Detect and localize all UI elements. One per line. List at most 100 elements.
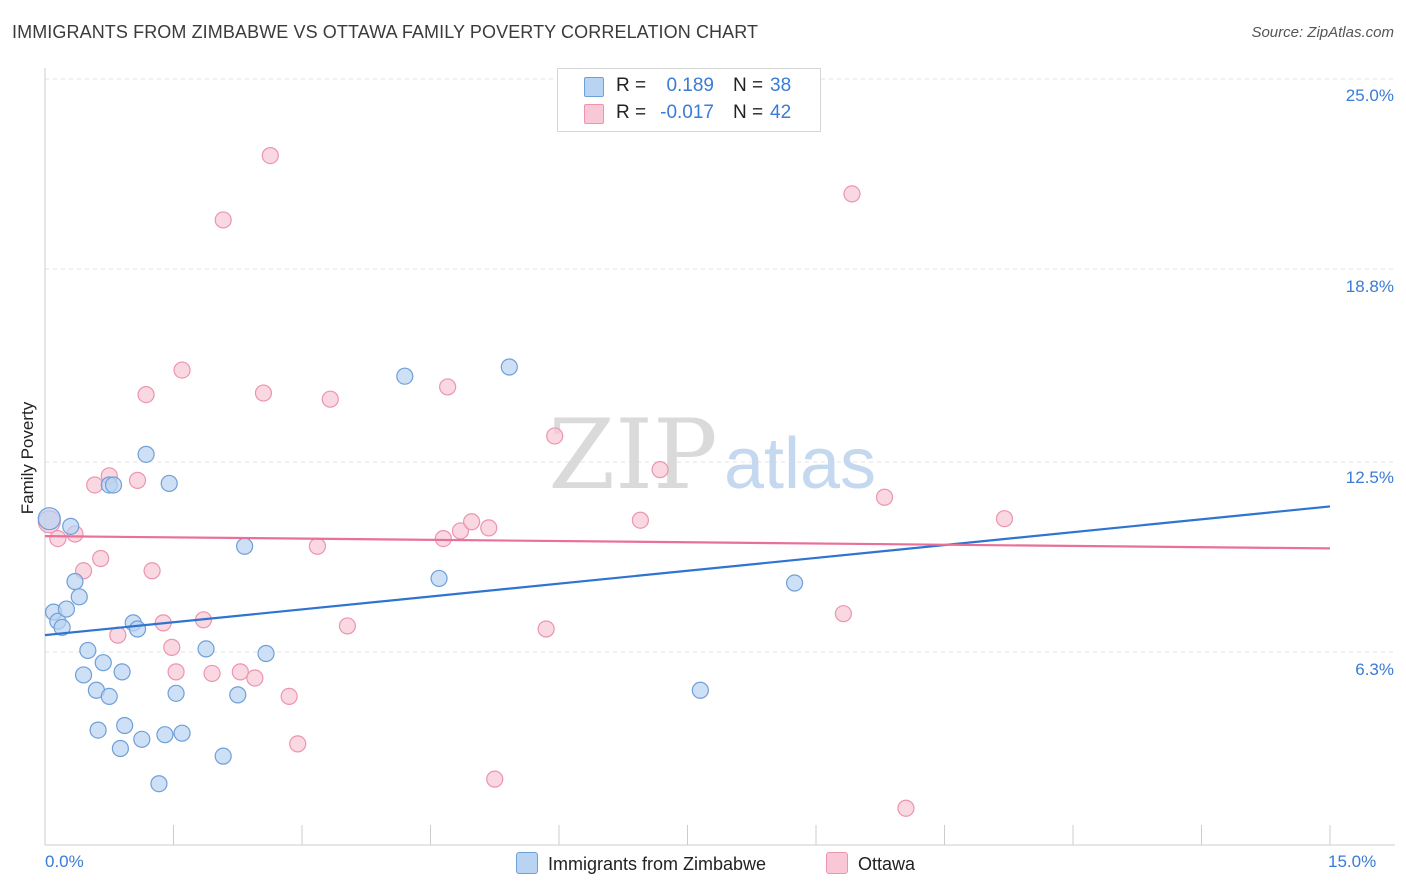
ottawa-point: [137, 385, 155, 404]
zimbabwe-point: [66, 572, 84, 591]
zimbabwe-point: [236, 537, 254, 555]
ottawa-point: [897, 799, 915, 817]
zimbabwe-point: [430, 569, 448, 588]
ottawa-point: [463, 513, 481, 531]
ottawa-point: [480, 519, 498, 537]
ottawa-point: [834, 605, 853, 623]
zimbabwe-point: [104, 476, 123, 494]
ottawa-point: [439, 378, 457, 396]
zimbabwe-point: [691, 681, 709, 699]
y-tick-label: 18.8%: [1345, 277, 1394, 296]
zimbabwe-point: [167, 684, 185, 702]
ottawa-point: [143, 562, 161, 580]
ottawa-point: [280, 687, 298, 705]
zimbabwe-point: [128, 620, 147, 638]
ottawa-point: [434, 529, 452, 548]
legend-swatch-pink: [584, 104, 604, 124]
ottawa-trend-line: [44, 535, 1331, 550]
zimbabwe-point: [137, 445, 155, 463]
trend-lines: [44, 505, 1331, 637]
zimbabwe-point: [89, 721, 107, 739]
x-tick-label-min: 0.0%: [45, 852, 84, 871]
ottawa-point: [338, 617, 357, 635]
ottawa-point: [321, 390, 339, 408]
source-label: Source: ZipAtlas.com: [1251, 24, 1394, 41]
ottawa-point: [308, 537, 327, 555]
ottawa-point: [163, 638, 181, 656]
zimbabwe-point: [113, 663, 131, 681]
zimbabwe-point: [62, 517, 80, 535]
legend-swatch-blue: [584, 77, 604, 97]
ottawa-point: [49, 529, 67, 548]
watermark-zip: ZIP: [548, 399, 717, 511]
bottom-legend-zimbabwe: Immigrants from Zimbabwe: [516, 852, 766, 875]
ottawa-point: [173, 361, 191, 379]
ottawa-point: [631, 511, 649, 529]
y-tick-label: 12.5%: [1345, 468, 1394, 487]
zimbabwe-point: [173, 724, 191, 742]
legend-n-value: 42: [770, 102, 792, 123]
zimbabwe-point: [156, 726, 174, 744]
legend-n-label: N =: [733, 75, 764, 96]
zimbabwe-point: [111, 739, 129, 758]
legend-row-zimbabwe: R = 0.189 N = 38: [558, 73, 820, 99]
ottawa-point: [537, 620, 555, 638]
zimbabwe-point: [133, 730, 151, 748]
ottawa-points: [37, 147, 1014, 817]
zimbabwe-point: [229, 686, 247, 704]
watermark: ZIP atlas: [548, 399, 876, 511]
ottawa-point: [167, 663, 185, 681]
bottom-legend-label: Ottawa: [858, 854, 916, 874]
ottawa-point: [486, 770, 504, 788]
zimbabwe-point: [53, 618, 71, 637]
legend-r-label: R =: [616, 75, 647, 96]
zimbabwe-point: [37, 507, 61, 531]
ottawa-point: [289, 735, 307, 753]
ottawa-point: [231, 663, 249, 681]
zimbabwe-points: [37, 358, 804, 793]
ottawa-point: [875, 488, 894, 506]
axes: [44, 68, 1395, 846]
legend-n-value: 38: [770, 75, 792, 96]
chart-title: IMMIGRANTS FROM ZIMBABWE VS OTTAWA FAMIL…: [12, 22, 759, 42]
ottawa-point: [86, 476, 104, 494]
zimbabwe-point: [396, 367, 414, 385]
ottawa-point: [246, 669, 264, 687]
bottom-legend-ottawa: Ottawa: [826, 852, 915, 875]
zimbabwe-point: [214, 747, 232, 765]
legend-r-value: 0.189: [666, 75, 714, 96]
ottawa-point: [203, 664, 221, 683]
gridlines: [45, 78, 1395, 653]
legend-r-value: -0.017: [660, 102, 714, 123]
zimbabwe-point: [150, 775, 168, 793]
zimbabwe-point: [785, 574, 804, 592]
ottawa-point: [254, 384, 273, 402]
zimbabwe-point: [74, 666, 93, 684]
zimbabwe-point: [94, 654, 112, 672]
zimbabwe-point: [500, 358, 518, 376]
bottom-legend-swatch-pink: [826, 852, 848, 874]
x-tick-label-max: 15.0%: [1328, 852, 1377, 871]
ottawa-point: [261, 147, 279, 165]
watermark-atlas: atlas: [724, 424, 876, 504]
ottawa-point: [843, 185, 861, 203]
legend-n-label: N =: [733, 102, 764, 123]
y-axis-label: Family Poverty: [18, 401, 37, 515]
zimbabwe-point: [197, 640, 215, 658]
ottawa-point: [995, 510, 1014, 528]
y-tick-label: 25.0%: [1345, 86, 1394, 105]
bottom-legend-label: Immigrants from Zimbabwe: [548, 854, 767, 874]
ottawa-point: [214, 211, 232, 229]
ottawa-point: [651, 461, 669, 479]
zimbabwe-point: [100, 687, 118, 705]
ottawa-point: [109, 626, 127, 644]
zimbabwe-point: [160, 474, 178, 493]
y-tick-label: 6.3%: [1355, 660, 1394, 679]
ottawa-point: [92, 549, 110, 568]
zimbabwe-point: [79, 641, 97, 660]
correlation-legend: R = 0.189 N = 38 R = -0.017 N = 42: [557, 68, 821, 132]
legend-r-label: R =: [616, 102, 647, 123]
bottom-legend-swatch-blue: [516, 852, 538, 874]
ottawa-point: [451, 522, 470, 540]
